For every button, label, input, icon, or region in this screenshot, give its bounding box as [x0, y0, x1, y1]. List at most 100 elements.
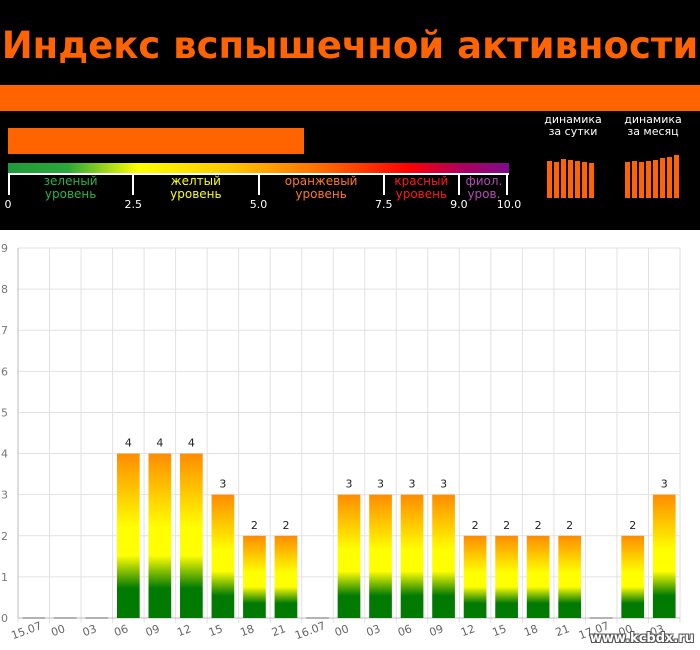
bar [495, 535, 518, 618]
x-tick-label: 06 [396, 622, 414, 639]
daily-dynamics-title-line2: за сутки [548, 125, 598, 138]
scale-level-label-line1: оранжевый [284, 174, 358, 188]
activity-scale-gradient [8, 163, 509, 173]
daily-dynamics-title-line1: динамика [544, 113, 602, 126]
data-label: 2 [629, 519, 636, 532]
y-tick-label: 5 [1, 406, 8, 419]
data-label: 3 [219, 478, 226, 491]
y-tick-label: 7 [1, 324, 8, 337]
x-tick-label: 09 [144, 622, 162, 639]
bar [148, 453, 172, 618]
bar [243, 535, 266, 618]
current-level-indicator [8, 128, 304, 154]
mini-bar [646, 161, 651, 198]
x-tick-label: 16.07 [293, 619, 327, 642]
bar [274, 535, 298, 618]
x-tick-label: 03 [648, 622, 666, 639]
scale-level-label-line2: уровень [170, 187, 222, 201]
data-label: 3 [346, 478, 353, 491]
x-tick-label: 09 [428, 622, 446, 639]
scale-tick-line [132, 173, 135, 195]
bar [180, 453, 203, 618]
page-title: Индекс вспышечной активности [1, 24, 699, 67]
data-label: 2 [535, 519, 542, 532]
scale-tick-line [257, 173, 260, 195]
monthly-dynamics-title: динамика за месяц [606, 114, 700, 138]
y-tick-label: 6 [1, 365, 8, 378]
data-label: 2 [472, 519, 479, 532]
x-tick-label: 06 [112, 622, 130, 639]
data-label: 3 [409, 478, 416, 491]
orange-banner [0, 85, 700, 111]
activity-scale: 0 2.5 5.0 7.5 9.0 10.0 зеленый уровень желтый уро… [0, 173, 522, 213]
scale-level-label-line2: уровень [395, 187, 448, 201]
scale-level-label: оранжевый уровень [259, 175, 384, 201]
data-label: 4 [125, 437, 132, 450]
scale-tick-line [457, 173, 460, 195]
mini-bar [625, 162, 630, 198]
y-tick-label: 2 [1, 530, 8, 543]
scale-tick-line [506, 173, 508, 195]
x-tick-label: 00 [49, 622, 67, 639]
y-tick-label: 9 [1, 242, 8, 255]
mini-bar [674, 155, 679, 198]
mini-bar [632, 161, 637, 198]
daily-dynamics-title: динамика за сутки [528, 114, 618, 138]
data-label: 3 [440, 478, 447, 491]
bar [526, 535, 550, 618]
data-label: 3 [377, 478, 384, 491]
x-tick-label: 12 [459, 622, 477, 639]
scale-tick-label: 10.0 [496, 198, 522, 211]
scale-tick-label: 5.0 [249, 198, 268, 211]
x-tick-label: 03 [365, 622, 383, 639]
mini-bar [589, 162, 594, 198]
mini-bar [667, 156, 672, 198]
scale-tick-line [8, 173, 10, 195]
x-tick-label: 00 [617, 622, 635, 639]
data-label: 4 [188, 437, 195, 450]
x-tick-label: 15.07 [10, 619, 44, 642]
monthly-dynamics-title-line1: динамика [624, 113, 682, 126]
mini-bar [575, 161, 580, 198]
x-tick-label: 15 [207, 622, 225, 639]
scale-level-label-line1: желтый [170, 174, 221, 188]
scale-tick-label: 0 [4, 198, 12, 211]
y-tick-label: 8 [1, 283, 8, 296]
bar [369, 494, 392, 618]
data-label: 2 [566, 519, 573, 532]
data-label: 3 [661, 478, 668, 491]
scale-tick-label: 9.0 [450, 198, 468, 211]
scale-level-label: красный уровень [384, 175, 459, 201]
scale-level-label: фиол. уров. [459, 175, 509, 201]
monthly-dynamics-title-line2: за месяц [627, 125, 679, 138]
chart-bars [22, 453, 676, 619]
bar [400, 494, 424, 618]
mini-bar [568, 160, 573, 198]
bar [621, 535, 645, 618]
bar [558, 535, 582, 618]
data-label: 2 [251, 519, 258, 532]
mini-bar [653, 159, 658, 198]
x-tick-label: 18 [522, 622, 540, 639]
x-tick-label: 15 [491, 622, 509, 639]
scale-level-label-line2: уровень [44, 187, 97, 201]
bar [432, 494, 455, 618]
header-panel: Индекс вспышечной активности 0 2.5 5.0 7.5 9… [0, 0, 700, 230]
scale-level-label: зеленый уровень [8, 175, 133, 201]
x-tick-label: 21 [270, 622, 288, 639]
daily-dynamics-chart [547, 153, 605, 198]
x-tick-label: 12 [175, 622, 193, 639]
x-tick-label: 18 [238, 622, 256, 639]
scale-tick-line [382, 173, 385, 195]
x-tick-label: 03 [81, 622, 99, 639]
bar [463, 535, 487, 618]
scale-level-label-line1: зеленый [43, 174, 98, 188]
mini-bar [582, 162, 587, 198]
bar [211, 494, 235, 618]
scale-tick-label: 7.5 [375, 198, 393, 211]
data-label: 2 [503, 519, 510, 532]
mini-bar [547, 161, 552, 198]
bar [337, 494, 361, 618]
bar [652, 494, 676, 618]
